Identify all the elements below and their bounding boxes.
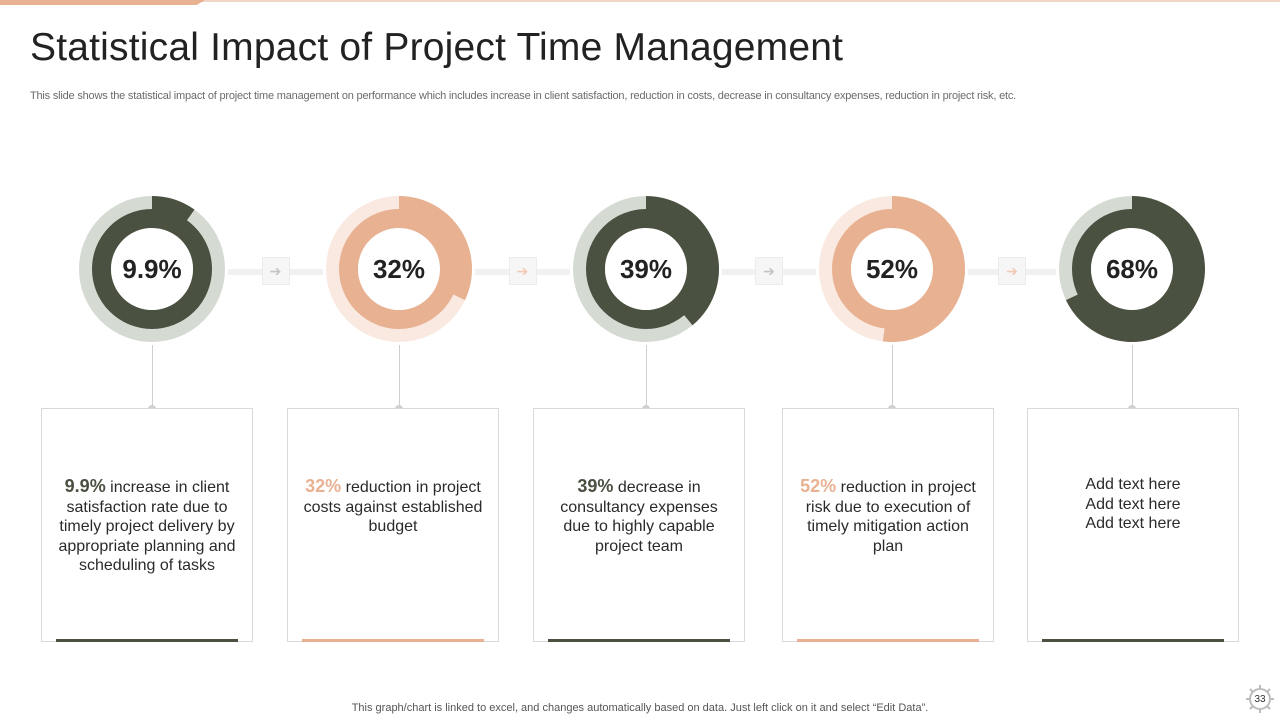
card-text: Add text here Add text here Add text her…: [1042, 475, 1224, 534]
step-connector: ➔: [722, 257, 816, 285]
top-accent-bar: [0, 0, 205, 5]
card-description: reduction in project risk due to executi…: [805, 479, 976, 555]
donut-3[interactable]: 39%: [570, 193, 722, 345]
donut-inner-ring: [339, 209, 459, 329]
gear-icon: [1246, 685, 1274, 713]
donut-value-label: 39%: [619, 253, 673, 284]
arrow-right-icon: ➔: [998, 257, 1026, 285]
card-text: 32% reduction in project costs against e…: [302, 476, 484, 537]
donut-inner-ring: [92, 209, 212, 329]
card-percentage: 32%: [305, 476, 342, 496]
page-title: Statistical Impact of Project Time Manag…: [30, 26, 844, 69]
donut-graphic: [1059, 196, 1206, 342]
card-connector-line: [151, 345, 153, 409]
donut-inner-ring: [1072, 209, 1192, 329]
donut-inner-ring: [832, 209, 952, 329]
card-bottom-accent: [1042, 639, 1224, 642]
donut-value-label: 52%: [865, 253, 919, 284]
card-connector-line: [398, 345, 400, 409]
donut-value-label: 68%: [1105, 253, 1159, 284]
page-subtitle: This slide shows the statistical impact …: [30, 90, 1016, 102]
description-card-5[interactable]: Add text here Add text here Add text her…: [1027, 408, 1239, 642]
description-card-4[interactable]: 52% reduction in project risk due to exe…: [782, 408, 994, 642]
donut-1[interactable]: 9.9%: [76, 193, 228, 345]
card-connector-line: [645, 345, 647, 409]
card-text: 9.9% increase in client satisfaction rat…: [56, 476, 238, 576]
donut-hole: [851, 228, 933, 310]
donut-graphic: [573, 196, 720, 342]
card-description: Add text here Add text here Add text her…: [1085, 476, 1181, 532]
donut-hole: [605, 228, 687, 310]
arrow-right-icon: ➔: [755, 257, 783, 285]
donut-4[interactable]: 52%: [816, 193, 968, 345]
page-number-badge: 33: [1244, 683, 1276, 715]
card-bottom-accent: [797, 639, 979, 642]
step-connector: ➔: [968, 257, 1056, 285]
page-number: 33: [1254, 693, 1266, 705]
description-card-2[interactable]: 32% reduction in project costs against e…: [287, 408, 499, 642]
arrow-right-icon: ➔: [261, 257, 290, 285]
card-text: 39% decrease in consultancy expenses due…: [548, 476, 730, 556]
step-connector: ➔: [228, 257, 323, 285]
card-description: reduction in project costs against estab…: [303, 479, 483, 535]
card-bottom-accent: [548, 639, 730, 642]
step-connector: ➔: [475, 257, 570, 285]
donut-graphic: [819, 196, 966, 342]
donut-value-label: 32%: [372, 253, 426, 284]
donut-value-sector[interactable]: [882, 196, 966, 342]
card-bottom-accent: [302, 639, 484, 642]
card-description: increase in client satisfaction rate due…: [58, 479, 236, 574]
description-card-1[interactable]: 9.9% increase in client satisfaction rat…: [41, 408, 253, 642]
donut-hole: [358, 228, 440, 310]
donut-5[interactable]: 68%: [1056, 193, 1208, 345]
donut-2[interactable]: 32%: [323, 193, 475, 345]
card-percentage: 52%: [800, 476, 837, 496]
card-percentage: 39%: [577, 476, 614, 496]
donut-hole: [111, 228, 193, 310]
donut-hole: [1091, 228, 1173, 310]
arrow-right-icon: ➔: [508, 257, 537, 285]
card-connector-line: [891, 345, 893, 409]
donut-graphic: [326, 196, 472, 342]
card-text: 52% reduction in project risk due to exe…: [797, 476, 979, 556]
card-percentage: 9.9%: [64, 476, 106, 496]
donut-inner-ring: [586, 209, 706, 329]
top-rule: [0, 0, 1280, 2]
card-description: decrease in consultancy expenses due to …: [560, 479, 718, 555]
donut-graphic: [79, 196, 225, 342]
description-card-3[interactable]: 39% decrease in consultancy expenses due…: [533, 408, 745, 642]
footer-note: This graph/chart is linked to excel, and…: [351, 702, 929, 714]
card-connector-line: [1131, 345, 1133, 409]
donut-value-label: 9.9%: [122, 253, 182, 284]
card-bottom-accent: [56, 639, 238, 642]
